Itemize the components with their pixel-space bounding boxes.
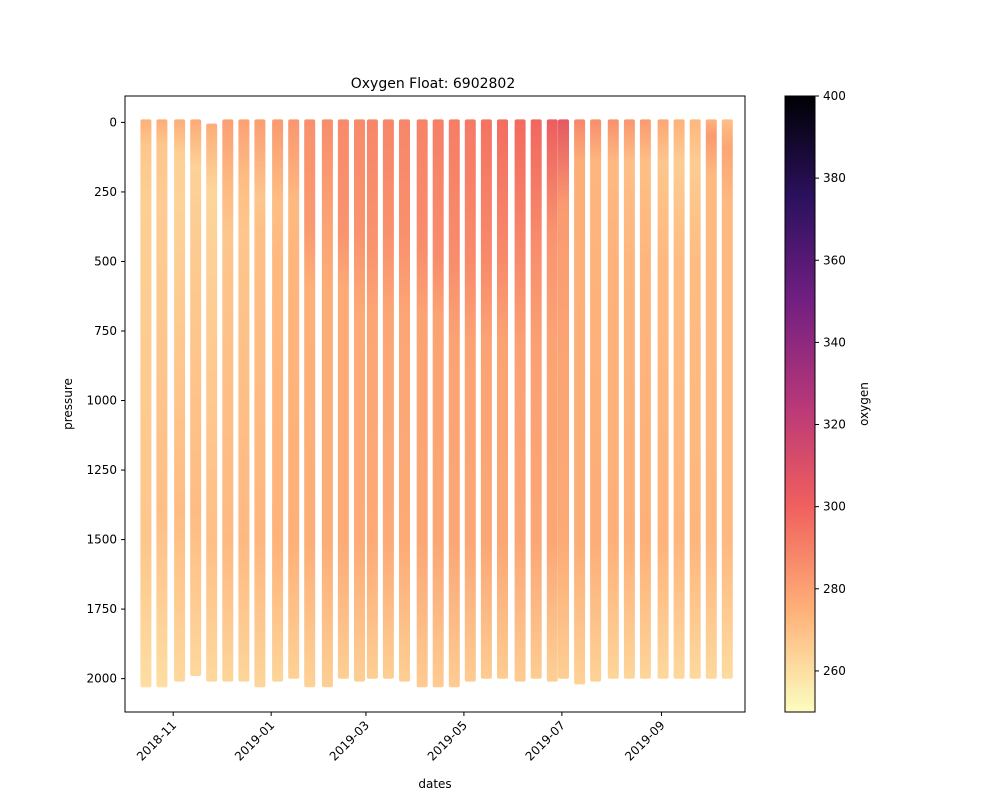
x-tick-label: 2019-03 bbox=[327, 718, 372, 763]
y-tick-label: 1750 bbox=[86, 602, 117, 616]
profile-bar bbox=[721, 119, 733, 679]
profile-bar bbox=[272, 119, 284, 682]
colorbar-tick-label: 320 bbox=[823, 418, 846, 432]
profile-bar bbox=[304, 119, 316, 688]
profile-bar bbox=[607, 119, 619, 679]
profile-bar bbox=[354, 119, 365, 682]
profile-bar bbox=[546, 119, 558, 682]
plot-area bbox=[140, 119, 733, 688]
profile-bar bbox=[382, 119, 394, 679]
profile-bar bbox=[639, 119, 651, 679]
profile-bar bbox=[464, 119, 476, 682]
y-axis: 0 250 500 750 1000 1250 1500 1750 2000 bbox=[86, 115, 125, 686]
x-tick-label: 2019-07 bbox=[523, 718, 568, 763]
profile-bar bbox=[432, 119, 444, 688]
profile-bar bbox=[366, 119, 378, 679]
profile-bar bbox=[590, 119, 602, 682]
y-tick-label: 0 bbox=[109, 115, 117, 129]
colorbar-axis: 260 280 300 320 340 360 380 400 bbox=[815, 89, 846, 678]
profile-bar bbox=[497, 119, 508, 679]
colorbar-tick-label: 340 bbox=[823, 335, 846, 349]
profile-bar bbox=[222, 119, 234, 682]
x-tick-label: 2019-01 bbox=[232, 718, 277, 763]
plot-frame bbox=[124, 95, 746, 713]
profile-bar bbox=[174, 119, 186, 682]
profile-bar bbox=[156, 119, 168, 688]
x-tick-label: 2019-05 bbox=[425, 718, 470, 763]
profile-bar bbox=[337, 119, 349, 679]
profile-bar bbox=[416, 119, 428, 688]
profile-bar bbox=[206, 123, 218, 682]
y-tick-label: 500 bbox=[94, 254, 117, 268]
colorbar-tick-label: 280 bbox=[823, 582, 846, 596]
profile-bar bbox=[673, 119, 685, 679]
profile-bar bbox=[448, 119, 460, 688]
profile-bar bbox=[140, 119, 152, 688]
x-tick-label: 2018-11 bbox=[134, 718, 179, 763]
chart-title: Oxygen Float: 6902802 bbox=[351, 76, 516, 92]
y-tick-label: 250 bbox=[94, 185, 117, 199]
x-tick-label: 2019-09 bbox=[622, 718, 667, 763]
x-axis: 2018-11 2019-01 2019-03 2019-05 2019-07 2019-… bbox=[134, 712, 668, 764]
colorbar-tick-label: 260 bbox=[823, 664, 846, 678]
profile-bar bbox=[689, 119, 701, 679]
colorbar bbox=[784, 95, 816, 713]
colorbar-tick-label: 300 bbox=[823, 500, 846, 514]
colorbar-label: oxygen bbox=[857, 382, 871, 426]
profile-bar bbox=[558, 119, 569, 679]
profile-bar bbox=[238, 119, 250, 682]
y-tick-label: 1250 bbox=[86, 463, 117, 477]
profile-bar bbox=[288, 119, 300, 679]
y-axis-label: pressure bbox=[61, 378, 75, 430]
y-tick-label: 1000 bbox=[86, 394, 117, 408]
profile-bar bbox=[514, 119, 526, 682]
profile-bar bbox=[480, 119, 492, 679]
profile-bar bbox=[705, 119, 717, 679]
x-axis-label: dates bbox=[418, 777, 451, 791]
colorbar-tick-label: 380 bbox=[823, 171, 846, 185]
profile-bar bbox=[190, 119, 202, 676]
profile-bar bbox=[530, 119, 542, 679]
y-tick-label: 750 bbox=[94, 324, 117, 338]
colorbar-tick-label: 400 bbox=[823, 89, 846, 103]
profile-bar bbox=[574, 119, 586, 685]
profile-bar bbox=[254, 119, 266, 688]
y-tick-label: 1500 bbox=[86, 533, 117, 547]
profile-bar bbox=[321, 119, 333, 688]
y-tick-label: 2000 bbox=[86, 672, 117, 686]
profile-bar bbox=[399, 119, 410, 682]
colorbar-tick-label: 360 bbox=[823, 253, 846, 267]
profile-bar bbox=[623, 119, 635, 679]
profile-bar bbox=[657, 119, 669, 679]
